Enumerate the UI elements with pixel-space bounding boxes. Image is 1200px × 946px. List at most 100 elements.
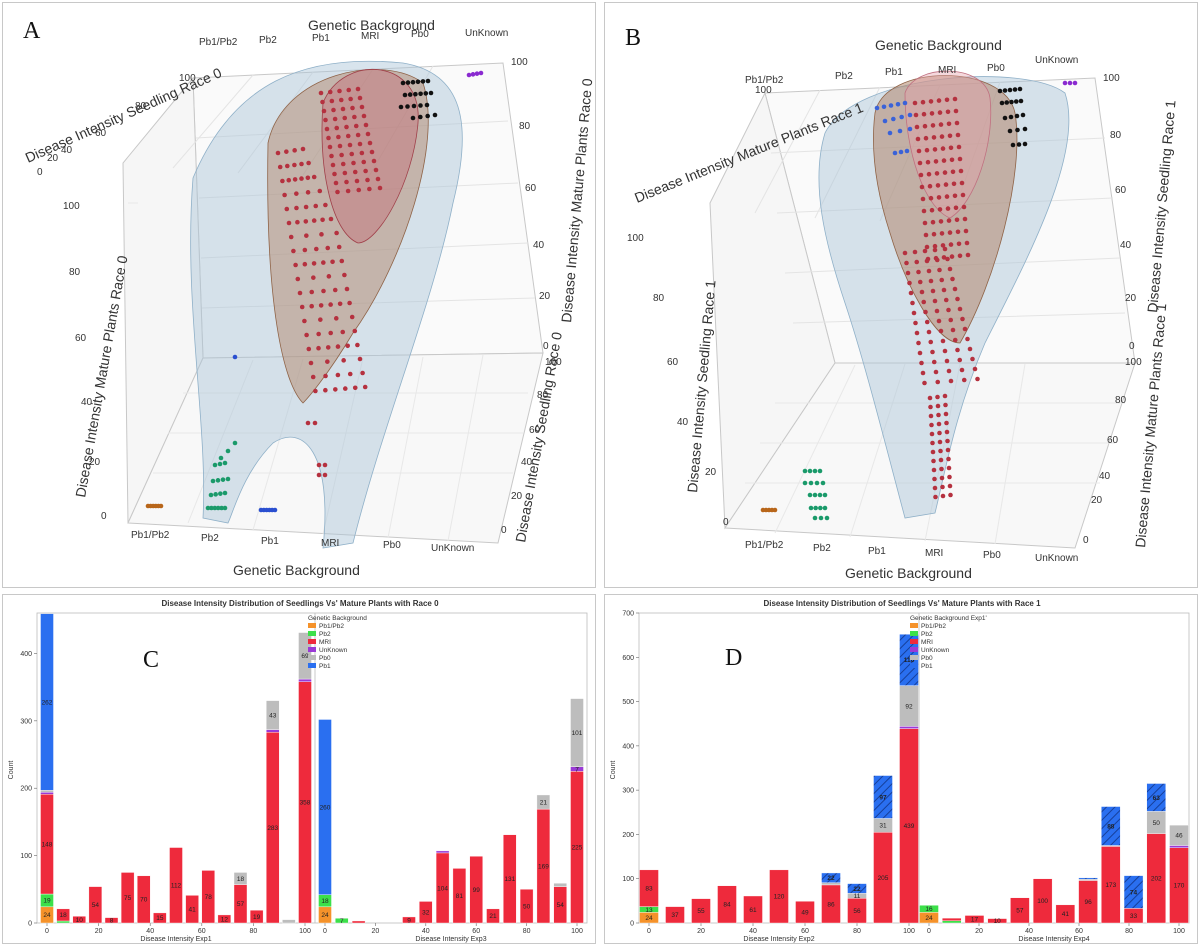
bar-value-label: 169 (538, 863, 549, 870)
panel-a-point-mri (302, 247, 308, 253)
panel-b-point-mri (959, 180, 965, 186)
bar-value-label: 17 (971, 917, 979, 924)
panel-a-point-mri (357, 141, 363, 147)
bar-value-label: 21 (540, 799, 548, 806)
panel-b-point-mri (935, 183, 941, 188)
panel-b-point-pb0 (1004, 100, 1010, 105)
bar-segment-mri (717, 885, 737, 924)
panel-b-point-pb0 (1017, 86, 1023, 92)
x-tick-label: 80 (853, 928, 861, 935)
panel-b-point-mri (947, 474, 952, 480)
y-tick-label: 600 (622, 655, 634, 662)
panel-b-back-right-ticks: 100 80 60 40 20 0 (1103, 73, 1137, 352)
bar-segment-pb1 (873, 775, 893, 819)
bar-segment-mri (795, 901, 815, 924)
panel-a-back-right-tick: 100 (511, 57, 528, 68)
panel-a-point-mri (348, 96, 353, 102)
bar-value-label: 63 (1153, 795, 1161, 802)
panel-c-svg: Disease Intensity Distribution of Seedli… (8, 599, 588, 943)
bar-segment-mri (249, 909, 264, 924)
panel-b-point-mri (942, 246, 948, 252)
panel-b-point-mri (924, 258, 930, 264)
panel-b-point-mri (932, 476, 937, 482)
panel-b-point-pb1 (897, 128, 903, 134)
panel-a-point-mri (339, 258, 345, 264)
bar-value-label: 24 (321, 912, 329, 919)
panel-a-point-mri (305, 190, 311, 195)
panel-b-point-mri (930, 440, 935, 446)
panel-a-point-mri (310, 374, 316, 380)
panel-a-point-mri (292, 162, 297, 168)
panel-b-point-pb0 (999, 100, 1005, 106)
panel-a-point-mri (323, 373, 328, 379)
x-tick-label: 80 (523, 928, 531, 935)
bar-value-label: 37 (671, 912, 679, 919)
panel-a-top-category: Pb0 (411, 29, 429, 40)
panel-a-point-mri (302, 261, 308, 267)
panel-b-point-pb1 (892, 150, 898, 156)
bar-value-label: 173 (1105, 882, 1116, 889)
panel-b-point-mri (943, 182, 949, 187)
bar-segment-pb1 (1101, 806, 1121, 846)
y-tick-label: 300 (20, 718, 32, 725)
panel-a-point-mri (318, 317, 323, 322)
panel-b-point-pb1 (874, 105, 880, 111)
bar-value-label: 15 (156, 915, 164, 922)
y-tick-label: 200 (622, 832, 634, 839)
panel-a-point-mri (359, 104, 365, 110)
bar-segment-pb2 (919, 905, 939, 913)
panel-b-point-pb0 (1022, 126, 1028, 132)
panel-a-point-mri (292, 177, 298, 182)
bar-segment-pb0 (233, 872, 248, 885)
panel-a-point-pb1pb2 (158, 503, 164, 509)
panel-a-point-mri (300, 146, 306, 152)
panel-b-point-mri (933, 494, 938, 500)
panel-a-point-mri (326, 274, 332, 279)
panel-b-point-mri (957, 156, 963, 162)
bar-value-label: 120 (774, 894, 785, 901)
panel-b-point-mri (948, 242, 954, 247)
bar-value-label: 11 (854, 893, 861, 900)
panel-a-back-left-tick: 0 (37, 167, 43, 178)
panel-b-left-axis-title: Disease Intensity Seedling Race 1 (684, 279, 719, 493)
panel-a-bottom-axis-title: Genetic Background (233, 562, 360, 578)
panel-b-point-mri (954, 120, 960, 126)
panel-a-point-mri (360, 370, 365, 376)
panel-b-bottom-category: Pb1 (868, 546, 886, 557)
panel-a-point-mri (357, 95, 363, 101)
panel-b-point-mri (936, 98, 942, 103)
panel-a-point-pb2 (213, 492, 218, 497)
panel-a-point-pb2 (209, 505, 214, 511)
panel-a-point-mri (347, 371, 353, 377)
panel-b-point-mri (936, 412, 941, 418)
panel-a-point-mri (332, 116, 338, 122)
panel-a-point-mri (316, 462, 322, 468)
panel-b-point-mri (941, 287, 947, 293)
panel-a-point-pb1 (272, 507, 278, 513)
panel-a-bottom-categories: Pb1/Pb2 Pb2 Pb1 MRI Pb0 UnKnown (131, 530, 474, 554)
panel-b-point-mri (919, 289, 925, 295)
bar-value-label: 50 (1153, 820, 1161, 827)
legend-entry: Pb1 (921, 663, 933, 670)
panel-b-point-mri (937, 110, 943, 115)
panel-b-point-mri (965, 252, 971, 258)
x-tick-label: 0 (927, 928, 931, 935)
panel-a-point-mri (349, 314, 355, 320)
bar-segment-mri (56, 908, 70, 922)
panel-a-point-mri (345, 188, 351, 194)
y-tick-label: 0 (28, 921, 32, 928)
panel-b-point-mri (952, 96, 958, 102)
panel-a-point-pb2 (218, 491, 223, 496)
panel-b-point-mri (917, 279, 923, 285)
panel-b-point-mri (924, 244, 930, 250)
legend-title: Genetic Background (308, 615, 367, 622)
panel-a-point-mri (354, 178, 360, 184)
panel-b-point-mri (929, 207, 935, 213)
panel-a-point-pb0 (398, 104, 404, 110)
panel-b-point-mri (941, 158, 947, 163)
panel-a-point-mri (340, 329, 346, 335)
bar-segment-mri (1010, 897, 1030, 924)
panel-a-point-mri (351, 160, 356, 166)
panel-b-point-mri (931, 467, 937, 473)
bar-segment-mri (987, 918, 1007, 924)
